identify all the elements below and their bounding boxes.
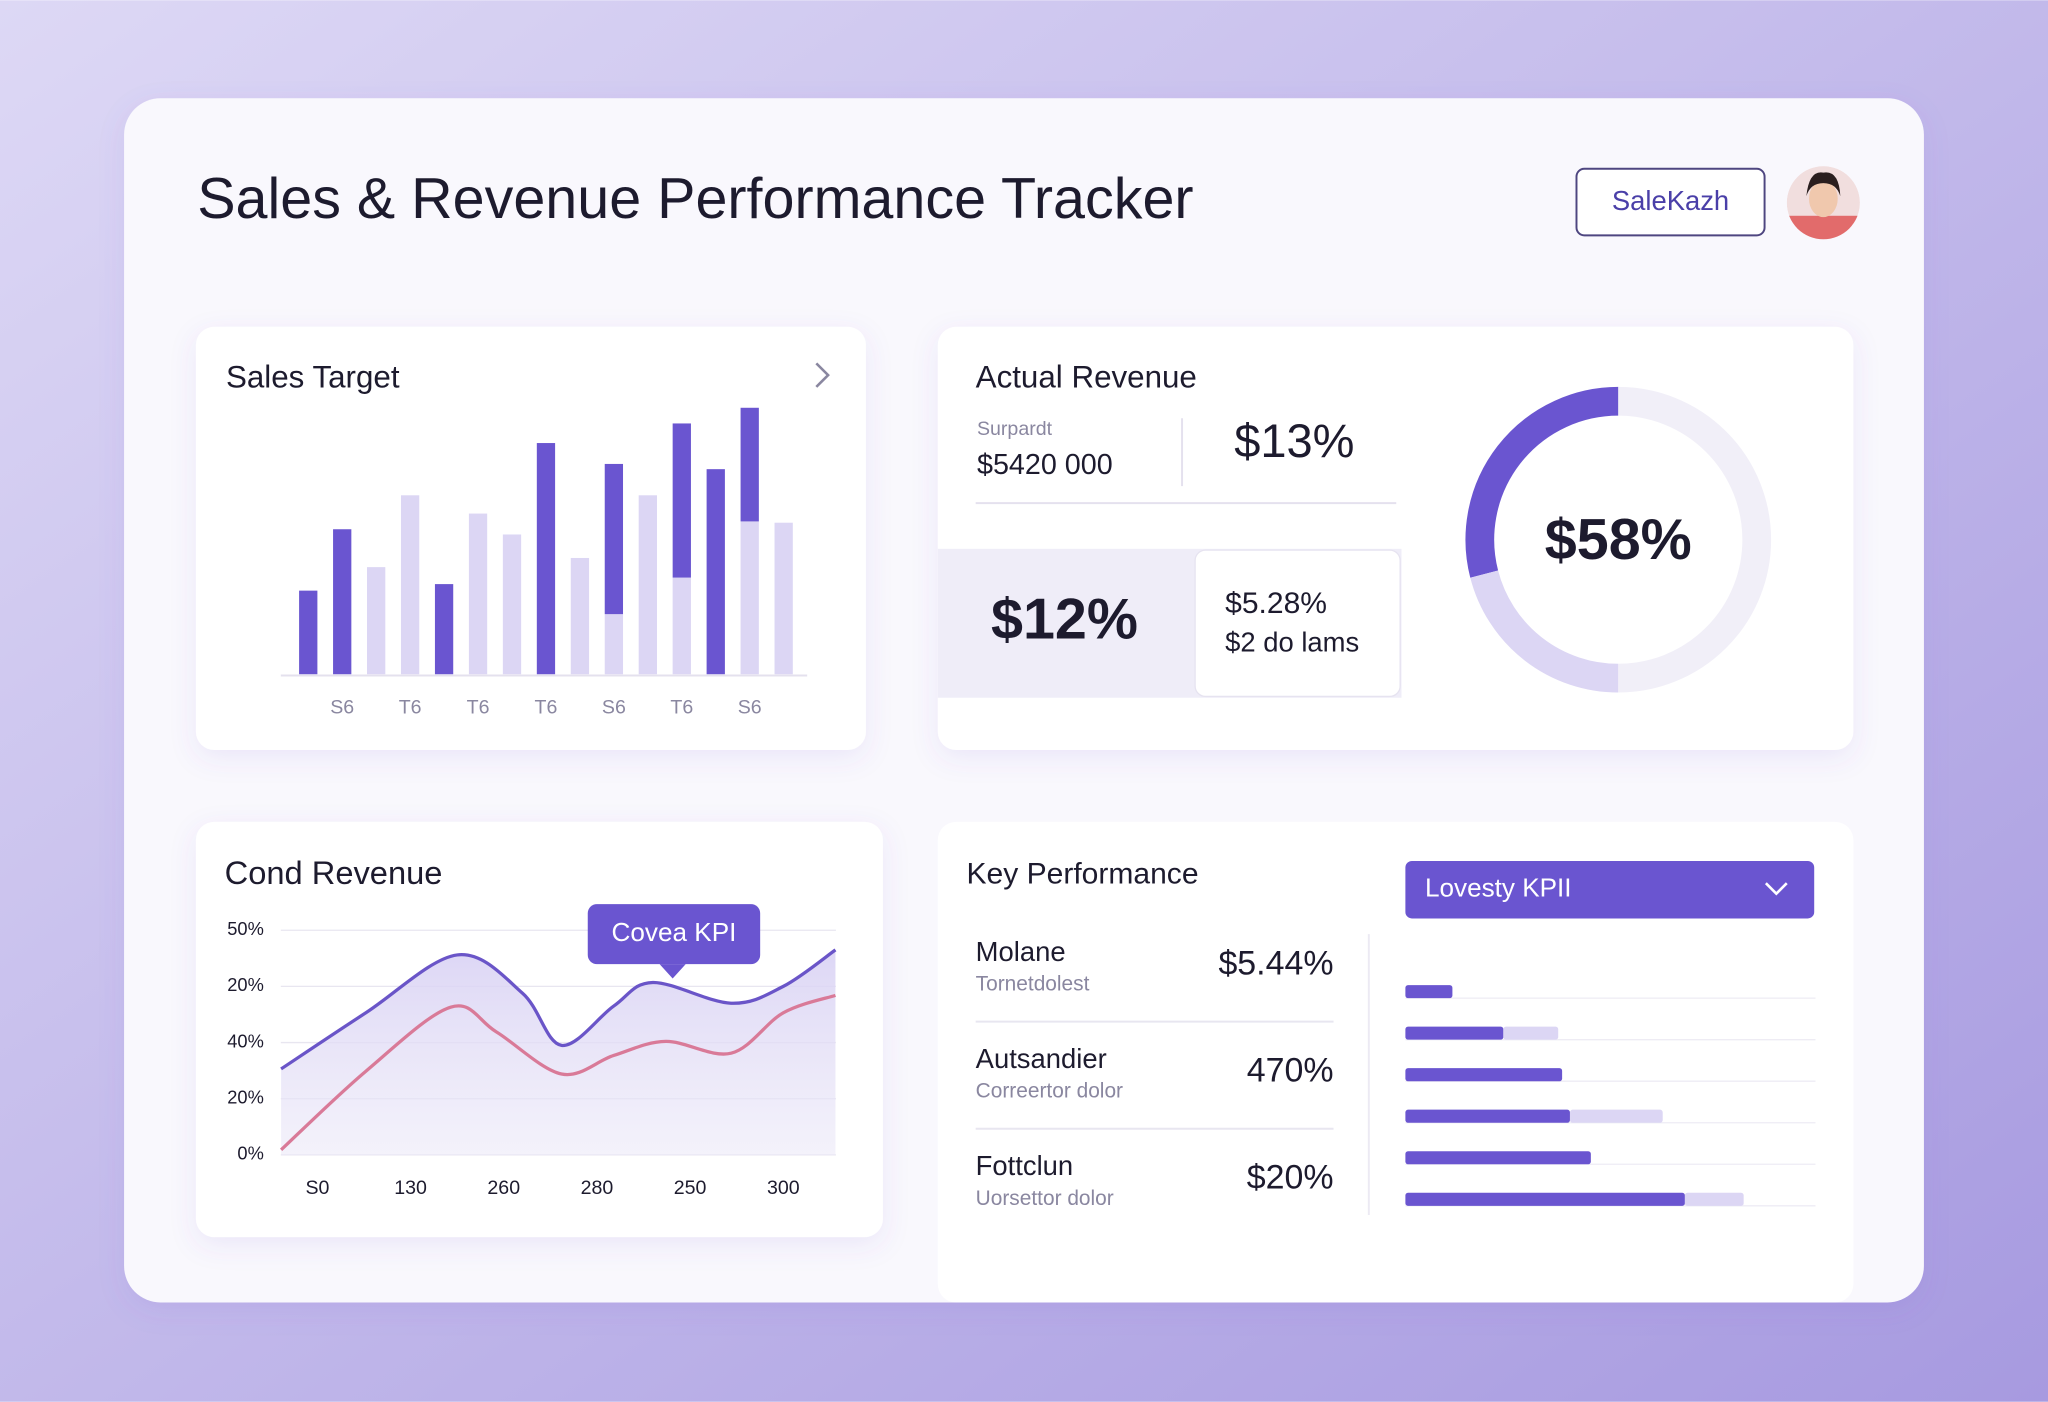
stat-box-line: $5.28%	[1225, 587, 1327, 620]
dropdown-label[interactable]: Lovesty KPII	[1425, 873, 1572, 903]
tooltip-pointer	[659, 964, 686, 979]
x-tick-label: T6	[535, 696, 558, 718]
bar	[1684, 1192, 1744, 1206]
cond-revenue-chart: 0% 20% 40% 20% 50% S0 130 260 280 250 300	[227, 918, 837, 1199]
dropdown-caret[interactable]	[1764, 882, 1788, 896]
y-tick-label: 40%	[227, 1030, 264, 1051]
card-title: Key Performance	[967, 857, 1199, 890]
kpi-name: Fottclun	[976, 1150, 1074, 1181]
donut-segment	[1618, 386, 1772, 693]
x-tick-label: S6	[330, 696, 354, 718]
y-tick-label: 50%	[227, 918, 264, 939]
bar	[333, 529, 352, 675]
donut-chart	[1465, 386, 1772, 693]
page-title: Sales & Revenue Performance Tracker	[197, 167, 1193, 231]
tooltip-box	[587, 904, 761, 965]
x-tick-label: S6	[738, 696, 762, 718]
bar	[1569, 1109, 1663, 1123]
x-tick-label: 280	[581, 1177, 614, 1199]
kpi-rows: Molane Tornetdolest $5.44% Autsandier Corree…	[976, 936, 1334, 1210]
bar	[774, 522, 793, 675]
tooltip: Covea KPI	[587, 904, 761, 979]
kpi-name: Autsandier	[976, 1043, 1107, 1074]
kpi-bar-chart	[1405, 985, 1816, 1207]
card-title: Actual Revenue	[976, 359, 1197, 394]
line-area	[281, 949, 836, 1155]
sales-target-chart: S6 T6 T6 T6 S6 T6 S6	[299, 407, 793, 718]
header-button-label[interactable]: SaleKazh	[1612, 185, 1729, 216]
y-tick-label: 20%	[227, 1087, 264, 1108]
stat-value: $5420 000	[977, 449, 1113, 481]
stat-box	[1194, 549, 1401, 698]
bar	[672, 577, 691, 675]
bar	[536, 443, 556, 675]
bar	[434, 584, 454, 675]
header-button[interactable]	[1575, 167, 1766, 237]
kpi-note: Uorsettor dolor	[976, 1187, 1114, 1210]
bar	[570, 557, 590, 675]
sales-target-card	[195, 326, 866, 750]
x-tick-label: S0	[305, 1177, 329, 1199]
bar	[1405, 1026, 1504, 1040]
kpi-value: $20%	[1247, 1159, 1334, 1197]
y-tick-label: 0%	[237, 1143, 263, 1164]
bar	[1405, 1068, 1563, 1082]
y-tick-label: 20%	[227, 974, 264, 995]
bar	[367, 567, 386, 675]
bar	[740, 521, 759, 675]
dropdown[interactable]	[1405, 861, 1815, 919]
kpi-name: Molane	[976, 936, 1066, 967]
bar	[1405, 1151, 1591, 1165]
bar	[638, 495, 657, 675]
bar	[1503, 1026, 1559, 1040]
bar	[604, 463, 624, 615]
avatar[interactable]	[1786, 166, 1860, 255]
bar	[1405, 1192, 1685, 1206]
line	[280, 948, 837, 1071]
card-arrow[interactable]	[815, 362, 830, 388]
donut-segment	[1465, 386, 1619, 578]
bar	[299, 590, 318, 675]
line	[279, 993, 836, 1152]
bar	[672, 423, 691, 578]
stat-label: Surpardt	[977, 418, 1053, 440]
bar	[604, 614, 624, 675]
x-tick-label: 130	[394, 1177, 427, 1199]
card-title: Cond Revenue	[225, 854, 443, 891]
donut-label: $58%	[1545, 508, 1692, 572]
bar	[400, 495, 420, 675]
x-tick-label: T6	[399, 696, 422, 718]
x-tick-label: T6	[670, 696, 693, 718]
donut-segment	[1470, 570, 1619, 693]
bar	[468, 513, 488, 675]
card-title: Sales Target	[226, 359, 400, 394]
kpi-value: 470%	[1247, 1052, 1334, 1090]
stat-main: $12%	[991, 587, 1138, 651]
key-performance-card	[937, 821, 1854, 1303]
bar	[706, 469, 725, 675]
x-tick-label: S6	[602, 696, 626, 718]
x-tick-label: T6	[467, 696, 490, 718]
kpi-note: Correertor dolor	[976, 1080, 1123, 1103]
stat-box-line: $2 do lams	[1225, 626, 1359, 657]
stat-value: $13%	[1234, 414, 1354, 467]
x-tick-label: 300	[767, 1177, 800, 1199]
bar	[502, 534, 522, 675]
kpi-note: Tornetdolest	[976, 973, 1090, 996]
bar	[1405, 1109, 1570, 1123]
x-tick-label: 250	[674, 1177, 707, 1199]
x-tick-label: 260	[487, 1177, 520, 1199]
tooltip-label: Covea KPI	[612, 917, 737, 947]
bar	[740, 407, 759, 522]
bar	[1405, 985, 1453, 999]
kpi-value: $5.44%	[1218, 944, 1333, 982]
